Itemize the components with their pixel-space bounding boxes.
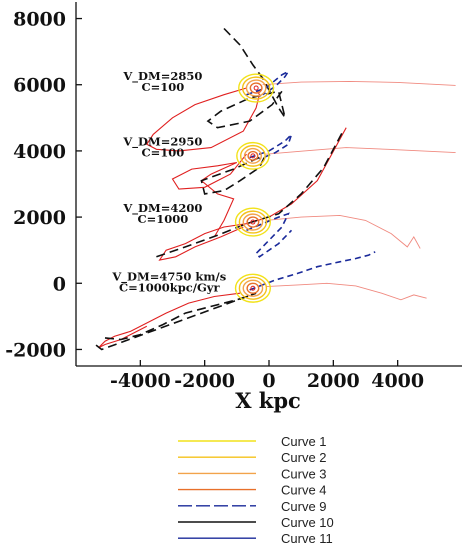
black-dashed-orbit [200, 153, 267, 195]
blue-dashed-orbit [249, 251, 376, 291]
red-stream-curve [265, 214, 421, 249]
red-stream-curve [265, 147, 456, 155]
density-core [250, 219, 256, 225]
x-tick-label: -2000 [174, 370, 235, 392]
density-core [250, 153, 256, 159]
legend-label: Curve 2 [281, 450, 327, 465]
y-tick-label: 2000 [13, 207, 66, 229]
density-contour [246, 282, 260, 294]
y-tick-label: 6000 [13, 75, 66, 97]
panel-annotation: C=1000 [137, 212, 188, 226]
density-contour [238, 210, 268, 234]
density-contour [242, 279, 264, 297]
red-trail-curve [146, 87, 260, 152]
density-contour [246, 216, 260, 228]
legend-label: Curve 1 [281, 434, 327, 449]
x-tick-label: 2000 [307, 370, 360, 392]
black-dashed-orbit [94, 292, 257, 351]
density-contour [242, 213, 264, 231]
x-tick-label: 4000 [371, 370, 424, 392]
panel-annotation: C=100 [141, 80, 184, 94]
panel-annotation: V_DM=2950 [122, 134, 202, 149]
panel-annotation: C=1000kpc/Gyr [119, 281, 221, 295]
density-contour [247, 150, 259, 161]
density-contour [239, 144, 266, 167]
density-core [253, 85, 259, 91]
density-contour [243, 147, 262, 164]
legend-label: Curve 10 [281, 515, 334, 530]
y-tick-label: 4000 [13, 141, 66, 163]
density-contour [234, 207, 271, 237]
x-tick-label: -4000 [110, 370, 171, 392]
y-tick-label: -2000 [5, 339, 66, 361]
y-tick-label: 8000 [13, 9, 66, 31]
panel-annotation: C=100 [141, 145, 184, 159]
density-contour [241, 76, 271, 100]
density-contour [236, 141, 270, 170]
x-axis-title: X kpc [235, 388, 301, 413]
legend-label: Curve 4 [281, 483, 327, 498]
density-contour [234, 273, 271, 303]
panel-annotation: V_DM=2850 [122, 69, 202, 84]
density-contour [249, 82, 263, 94]
legend-label: Curve 11 [281, 531, 333, 546]
blue-dashed-orbit [249, 133, 293, 160]
density-core [250, 285, 256, 291]
y-tick-label: 0 [53, 273, 66, 295]
black-dashed-orbit [156, 130, 344, 258]
red-stream-curve [262, 80, 456, 86]
density-contour [238, 73, 275, 103]
legend-label: Curve 3 [281, 466, 327, 481]
density-contour [245, 79, 267, 97]
density-contour [238, 276, 268, 300]
legend-label: Curve 9 [281, 499, 327, 514]
blue-dashed-orbit [246, 212, 293, 258]
panel-annotation: V_DM=4200 [122, 201, 202, 216]
black-dashed-orbit [206, 27, 286, 129]
panel-annotation: V_DM=4750 km/s [111, 270, 226, 285]
annotations: V_DM=2850C=100V_DM=2950C=100V_DM=4200C=1… [111, 69, 226, 295]
red-trail-curve [171, 153, 247, 238]
x-tick-label: 0 [262, 370, 275, 392]
red-stream-curve [265, 282, 427, 301]
plot-area [94, 27, 456, 351]
